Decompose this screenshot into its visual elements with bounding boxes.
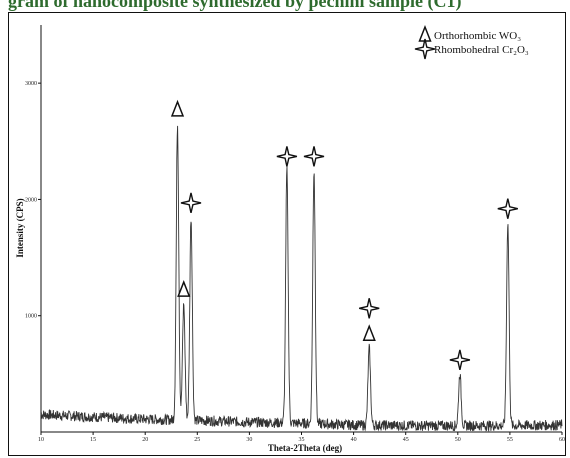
triangle-marker-icon [177,280,191,297]
x-tick-label: 25 [194,437,200,443]
star-marker-icon [359,298,380,319]
y-axis-label: Intensity (CPS) [15,198,25,257]
star-marker-icon [276,146,298,167]
x-tick-label: 30 [246,437,252,443]
x-axis-label: Theta-2Theta (deg) [268,443,342,453]
x-tick-label: 20 [142,437,148,443]
figure-caption: gram of nanocomposite synthesized by pec… [0,0,570,12]
x-tick-label: 50 [455,437,461,443]
star-marker-icon [449,349,471,371]
star-marker-icon [180,192,202,214]
y-ticks: 1000 2000 3000 [25,81,41,320]
x-tick-label: 15 [90,437,96,443]
x-tick-label: 10 [38,437,44,443]
y-tick-label: 1000 [25,314,37,320]
star-marker-icon [497,198,518,219]
y-tick-label: 2000 [25,197,37,203]
legend: Orthorhombic WO₃ Rhombohedral Cr₂O₃ [414,24,529,60]
x-tick-label: 55 [507,437,513,443]
peak-markers [170,99,518,371]
diffraction-pattern-line [40,125,563,433]
x-tick-label: 40 [351,437,357,443]
x-tick-label: 45 [403,437,409,443]
star-marker-icon [414,38,436,60]
axes [40,25,562,433]
x-ticks: 10 15 20 25 30 35 40 45 50 55 60 [38,432,565,443]
legend-label: Rhombohedral Cr₂O₃ [434,44,529,56]
star-marker-icon [303,146,325,167]
y-tick-label: 3000 [25,81,37,87]
x-tick-label: 35 [299,437,305,443]
legend-label: Orthorhombic WO₃ [434,30,521,42]
triangle-marker-icon [362,324,376,342]
caption-text: gram of nanocomposite synthesized by pec… [8,0,462,11]
x-tick-label: 60 [559,437,565,443]
triangle-marker-icon [170,99,185,117]
figure-frame [8,12,566,456]
